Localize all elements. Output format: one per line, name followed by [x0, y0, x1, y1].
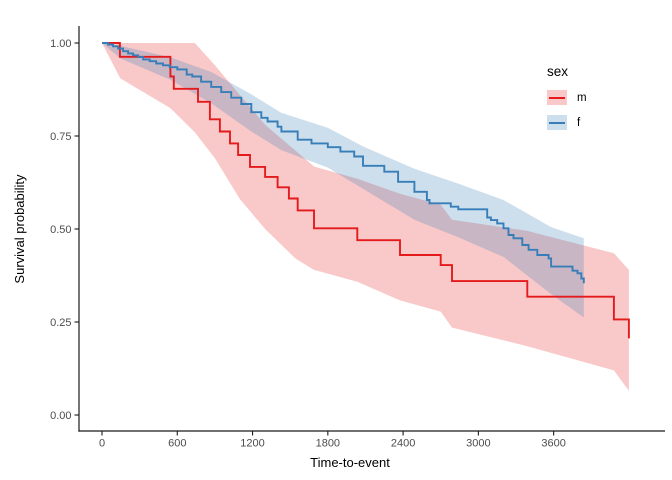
x-axis-tick-label: 3600: [541, 438, 565, 450]
y-axis-tick-label: 0.00: [50, 410, 71, 422]
confidence-band-f: [102, 43, 584, 318]
x-axis-tick-label: 2400: [391, 438, 415, 450]
x-axis-tick-label: 1200: [240, 438, 264, 450]
y-axis-title: Survival probability: [12, 174, 27, 284]
legend: sex m f: [547, 63, 587, 130]
confidence-band-m: [102, 43, 629, 391]
x-axis-tick-label: 3000: [466, 438, 490, 450]
x-axis-tick-label: 0: [99, 438, 105, 450]
legend-line-m-icon: [549, 96, 565, 99]
legend-label-m: m: [577, 91, 587, 104]
y-axis-tick-label: 0.75: [50, 131, 71, 143]
legend-title: sex: [547, 64, 569, 79]
x-axis-tick-label: 600: [168, 438, 186, 450]
legend-key-m: m: [547, 90, 587, 105]
x-axis-title: Time-to-event: [310, 455, 390, 470]
y-axis-tick-label: 1.00: [50, 38, 71, 50]
legend-swatch-f-icon: [547, 115, 567, 130]
y-axis-tick-label: 0.50: [50, 224, 71, 236]
survival-curve-m: [102, 42, 630, 339]
x-axis-tick-label: 1800: [316, 438, 340, 450]
y-axis-tick-label: 0.25: [50, 317, 71, 329]
survival-curve-f: [102, 42, 585, 284]
legend-line-f-icon: [549, 121, 565, 124]
legend-key-f: f: [547, 115, 587, 130]
legend-label-f: f: [577, 116, 581, 129]
legend-swatch-m-icon: [547, 90, 567, 105]
